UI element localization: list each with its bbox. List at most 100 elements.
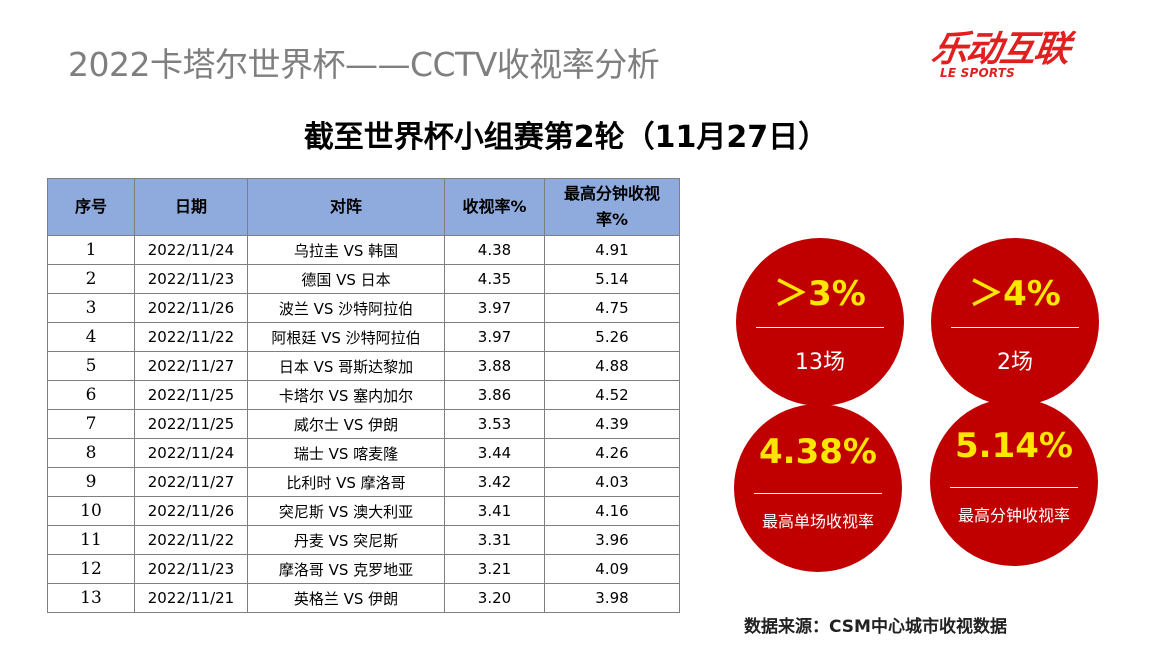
stat-circle-over-3pct: ＞3% 13场 xyxy=(736,238,904,406)
cell-date: 2022/11/24 xyxy=(134,438,248,468)
cell-index: 12 xyxy=(47,554,135,584)
cell-match: 阿根廷 VS 沙特阿拉伯 xyxy=(247,322,445,352)
cell-index: 11 xyxy=(47,525,135,555)
cell-index: 4 xyxy=(47,322,135,352)
cell-rating: 3.53 xyxy=(444,409,545,439)
cell-index: 5 xyxy=(47,351,135,381)
stat-circle-top-minute-rating: 5.14% 最高分钟收视率 xyxy=(930,398,1098,566)
table-row: 13 2022/11/21 英格兰 VS 伊朗 3.20 3.98 xyxy=(47,583,680,613)
cell-index: 8 xyxy=(47,438,135,468)
cell-date: 2022/11/25 xyxy=(134,409,248,439)
cell-rating: 3.20 xyxy=(444,583,545,613)
table-row: 12 2022/11/23 摩洛哥 VS 克罗地亚 3.21 4.09 xyxy=(47,554,680,584)
data-source-note: 数据来源：CSM中心城市收视数据 xyxy=(744,617,1007,637)
cell-match: 丹麦 VS 突尼斯 xyxy=(247,525,445,555)
cell-match: 德国 VS 日本 xyxy=(247,264,445,294)
cell-rating: 3.97 xyxy=(444,322,545,352)
cell-date: 2022/11/23 xyxy=(134,264,248,294)
cell-peak-rating: 5.26 xyxy=(544,322,680,352)
slide-subtitle: 截至世界杯小组赛第2轮（11月27日） xyxy=(303,120,829,155)
stat-value: ＞3% xyxy=(774,274,866,314)
cell-index: 7 xyxy=(47,409,135,439)
stat-circle-top-match-rating: 4.38% 最高单场收视率 xyxy=(734,404,902,572)
table-row: 9 2022/11/27 比利时 VS 摩洛哥 3.42 4.03 xyxy=(47,467,680,497)
cell-match: 比利时 VS 摩洛哥 xyxy=(247,467,445,497)
stat-label: 最高分钟收视率 xyxy=(957,506,1070,525)
cell-peak-rating: 4.75 xyxy=(544,293,680,323)
stat-label: 13场 xyxy=(795,350,845,375)
cell-peak-rating: 4.91 xyxy=(544,235,680,265)
cell-date: 2022/11/22 xyxy=(134,525,248,555)
cell-index: 3 xyxy=(47,293,135,323)
cell-date: 2022/11/26 xyxy=(134,293,248,323)
stat-label: 2场 xyxy=(997,350,1033,375)
cell-peak-rating: 3.98 xyxy=(544,583,680,613)
cell-match: 摩洛哥 VS 克罗地亚 xyxy=(247,554,445,584)
table-row: 4 2022/11/22 阿根廷 VS 沙特阿拉伯 3.97 5.26 xyxy=(47,322,680,352)
cell-rating: 3.42 xyxy=(444,467,545,497)
ratings-table: 序号 日期 对阵 收视率% 最高分钟收视率% 1 2022/11/24 乌拉圭 … xyxy=(47,178,680,613)
cell-peak-rating: 4.88 xyxy=(544,351,680,381)
cell-match: 突尼斯 VS 澳大利亚 xyxy=(247,496,445,526)
cell-match: 英格兰 VS 伊朗 xyxy=(247,583,445,613)
cell-rating: 4.38 xyxy=(444,235,545,265)
cell-peak-rating: 4.39 xyxy=(544,409,680,439)
stat-divider xyxy=(951,327,1079,328)
cell-index: 9 xyxy=(47,467,135,497)
cell-index: 13 xyxy=(47,583,135,613)
cell-date: 2022/11/25 xyxy=(134,380,248,410)
stat-divider xyxy=(950,487,1078,488)
stat-circle-over-4pct: ＞4% 2场 xyxy=(931,238,1099,406)
cell-date: 2022/11/24 xyxy=(134,235,248,265)
stat-divider xyxy=(754,493,882,494)
cell-match: 卡塔尔 VS 塞内加尔 xyxy=(247,380,445,410)
cell-peak-rating: 4.03 xyxy=(544,467,680,497)
cell-peak-rating: 4.16 xyxy=(544,496,680,526)
cell-rating: 3.31 xyxy=(444,525,545,555)
cell-match: 威尔士 VS 伊朗 xyxy=(247,409,445,439)
cell-rating: 3.44 xyxy=(444,438,545,468)
stat-value: 4.38% xyxy=(759,432,877,472)
cell-index: 6 xyxy=(47,380,135,410)
table-row: 5 2022/11/27 日本 VS 哥斯达黎加 3.88 4.88 xyxy=(47,351,680,381)
table-row: 8 2022/11/24 瑞士 VS 喀麦隆 3.44 4.26 xyxy=(47,438,680,468)
cell-date: 2022/11/27 xyxy=(134,467,248,497)
stat-label: 最高单场收视率 xyxy=(761,512,874,531)
cell-index: 1 xyxy=(47,235,135,265)
cell-peak-rating: 4.52 xyxy=(544,380,680,410)
cell-peak-rating: 4.09 xyxy=(544,554,680,584)
page-title: 2022卡塔尔世界杯——CCTV收视率分析 xyxy=(68,45,660,84)
stat-value: ＞4% xyxy=(969,274,1061,314)
cell-date: 2022/11/22 xyxy=(134,322,248,352)
cell-peak-rating: 5.14 xyxy=(544,264,680,294)
cell-index: 10 xyxy=(47,496,135,526)
cell-rating: 3.41 xyxy=(444,496,545,526)
stat-divider xyxy=(756,327,884,328)
cell-match: 波兰 VS 沙特阿拉伯 xyxy=(247,293,445,323)
logo-english-text: LE SPORTS xyxy=(940,66,1015,80)
cell-rating: 4.35 xyxy=(444,264,545,294)
table-row: 6 2022/11/25 卡塔尔 VS 塞内加尔 3.86 4.52 xyxy=(47,380,680,410)
table-header-row: 序号 日期 对阵 收视率% 最高分钟收视率% xyxy=(47,178,680,236)
table-row: 11 2022/11/22 丹麦 VS 突尼斯 3.31 3.96 xyxy=(47,525,680,555)
cell-peak-rating: 3.96 xyxy=(544,525,680,555)
cell-peak-rating: 4.26 xyxy=(544,438,680,468)
cell-match: 瑞士 VS 喀麦隆 xyxy=(247,438,445,468)
logo-chinese-text: 乐动互联 xyxy=(929,29,1071,70)
table-row: 3 2022/11/26 波兰 VS 沙特阿拉伯 3.97 4.75 xyxy=(47,293,680,323)
cell-date: 2022/11/21 xyxy=(134,583,248,613)
cell-date: 2022/11/23 xyxy=(134,554,248,584)
header-peak-minute-rating: 最高分钟收视率% xyxy=(544,178,680,236)
cell-rating: 3.88 xyxy=(444,351,545,381)
header-match: 对阵 xyxy=(247,178,445,236)
stat-value: 5.14% xyxy=(955,426,1073,466)
cell-date: 2022/11/27 xyxy=(134,351,248,381)
le-sports-logo: 乐动互联 LE SPORTS xyxy=(929,29,1082,82)
table-row: 1 2022/11/24 乌拉圭 VS 韩国 4.38 4.91 xyxy=(47,235,680,265)
cell-rating: 3.97 xyxy=(444,293,545,323)
cell-match: 日本 VS 哥斯达黎加 xyxy=(247,351,445,381)
cell-rating: 3.21 xyxy=(444,554,545,584)
table-row: 7 2022/11/25 威尔士 VS 伊朗 3.53 4.39 xyxy=(47,409,680,439)
header-date: 日期 xyxy=(134,178,248,236)
cell-index: 2 xyxy=(47,264,135,294)
